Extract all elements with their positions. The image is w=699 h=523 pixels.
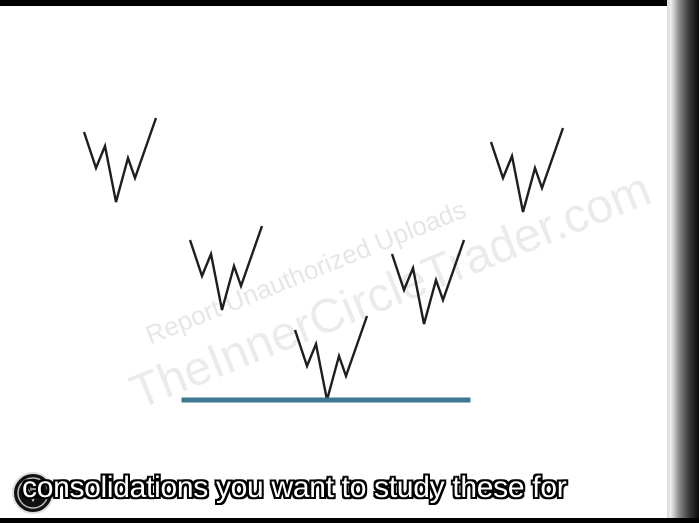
- video-subtitle: consolidations you want to study these f…: [22, 471, 567, 504]
- w-pattern-top-right: [489, 127, 565, 213]
- slide-edge-shadow: [667, 0, 699, 523]
- slide-canvas: [0, 6, 667, 518]
- w-pattern-top-left: [82, 117, 158, 203]
- w-pattern-center-bottom: [293, 315, 369, 401]
- w-pattern-middle-left: [188, 225, 264, 311]
- bottom-black-bar: [0, 518, 699, 523]
- w-pattern-middle-right: [390, 239, 466, 325]
- channel-logo-icon: [12, 472, 54, 514]
- top-black-bar: [0, 0, 699, 6]
